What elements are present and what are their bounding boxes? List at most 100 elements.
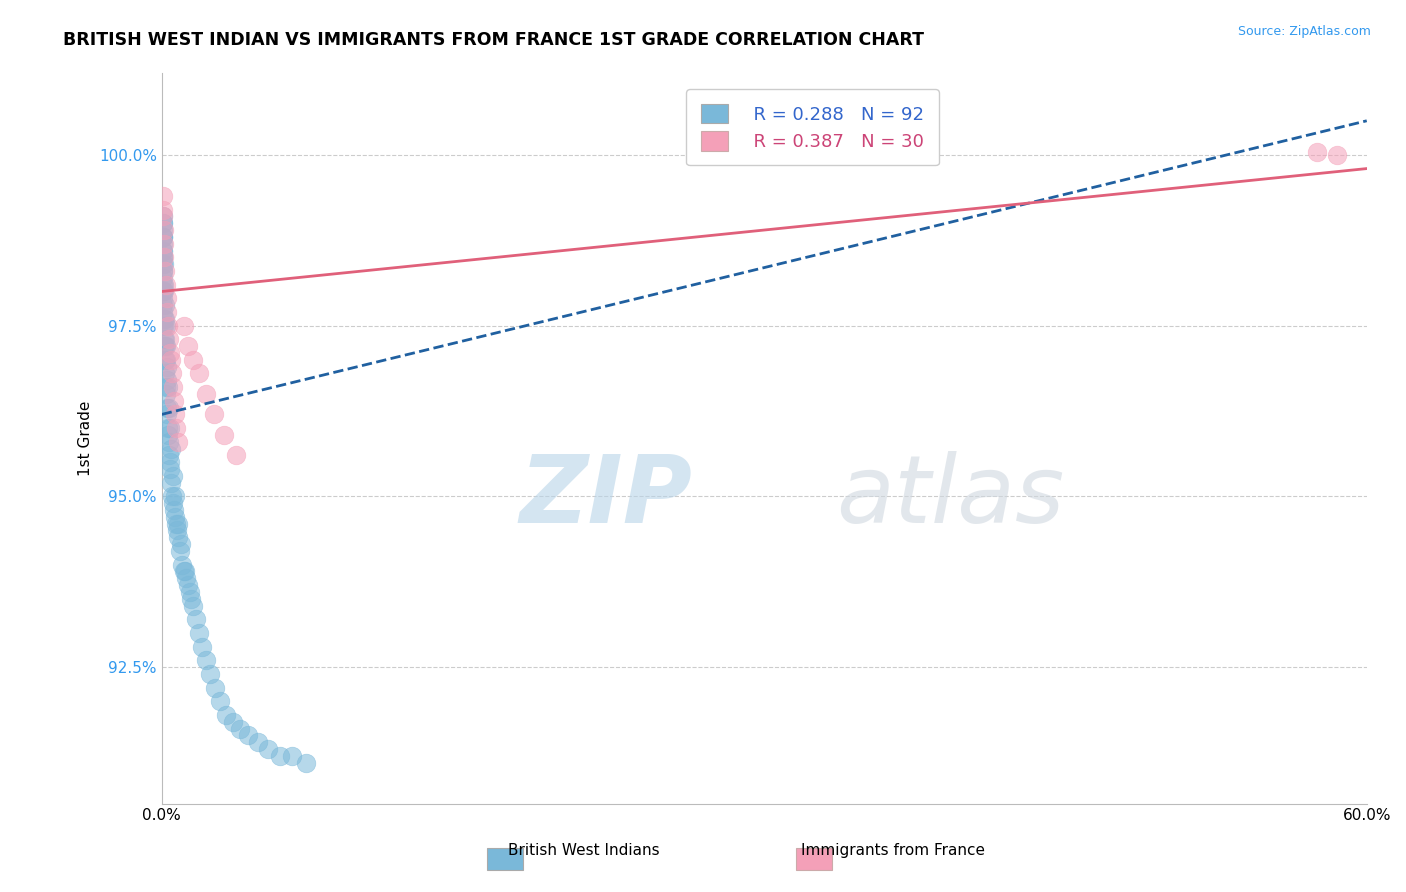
Text: British West Indians: British West Indians	[508, 843, 659, 858]
Point	[153, 332, 176, 346]
Point	[174, 571, 197, 585]
Point	[165, 516, 187, 531]
Point	[222, 714, 245, 729]
Point	[152, 264, 174, 278]
Point	[159, 455, 181, 469]
Text: BRITISH WEST INDIAN VS IMMIGRANTS FROM FRANCE 1ST GRADE CORRELATION CHART: BRITISH WEST INDIAN VS IMMIGRANTS FROM F…	[63, 31, 924, 49]
Point	[153, 311, 176, 326]
Point	[153, 257, 176, 271]
Point	[162, 380, 184, 394]
Point	[152, 189, 174, 203]
Point	[155, 318, 177, 333]
Point	[157, 318, 180, 333]
Point	[157, 434, 180, 449]
Point	[152, 216, 174, 230]
Point	[153, 352, 176, 367]
Point	[153, 277, 176, 292]
Y-axis label: 1st Grade: 1st Grade	[79, 401, 93, 476]
Point	[1326, 148, 1348, 162]
Point	[160, 442, 183, 456]
Point	[152, 332, 174, 346]
Point	[155, 291, 177, 305]
Point	[295, 756, 318, 770]
Point	[152, 291, 174, 305]
Point	[152, 230, 174, 244]
Point	[152, 285, 174, 299]
Point	[152, 210, 174, 224]
Point	[257, 742, 280, 756]
Point	[163, 408, 186, 422]
Point	[187, 626, 209, 640]
Point	[163, 393, 186, 408]
Point	[159, 421, 181, 435]
Point	[247, 735, 270, 749]
Point	[204, 681, 226, 695]
Point	[157, 332, 180, 346]
Point	[152, 210, 174, 224]
Point	[160, 489, 183, 503]
Point	[156, 421, 179, 435]
Text: Source: ZipAtlas.com: Source: ZipAtlas.com	[1237, 25, 1371, 38]
Point	[160, 367, 183, 381]
Point	[152, 251, 174, 265]
Point	[163, 509, 186, 524]
Point	[170, 558, 193, 572]
Point	[152, 230, 174, 244]
Point	[155, 339, 177, 353]
Point	[166, 530, 188, 544]
Point	[281, 748, 304, 763]
Point	[156, 408, 179, 422]
Point	[155, 367, 177, 381]
Legend:   R = 0.288   N = 92,   R = 0.387   N = 30: R = 0.288 N = 92, R = 0.387 N = 30	[686, 89, 939, 165]
Point	[173, 318, 195, 333]
Point	[180, 591, 202, 606]
Point	[165, 489, 187, 503]
Point	[202, 408, 225, 422]
Point	[156, 305, 179, 319]
Point	[153, 339, 176, 353]
Point	[173, 565, 195, 579]
Point	[156, 373, 179, 387]
Point	[163, 503, 186, 517]
Point	[152, 285, 174, 299]
Point	[152, 257, 174, 271]
Point	[212, 428, 235, 442]
Point	[152, 285, 174, 299]
Point	[187, 367, 209, 381]
Point	[155, 380, 177, 394]
Point	[181, 599, 204, 613]
Point	[152, 311, 174, 326]
Text: Immigrants from France: Immigrants from France	[801, 843, 984, 858]
Point	[181, 352, 204, 367]
Point	[177, 578, 200, 592]
Point	[157, 428, 180, 442]
Point	[156, 359, 179, 374]
Point	[152, 223, 174, 237]
Point	[152, 230, 174, 244]
Point	[152, 264, 174, 278]
Point	[153, 236, 176, 251]
Point	[179, 585, 201, 599]
Point	[153, 318, 176, 333]
Point	[152, 305, 174, 319]
Point	[156, 401, 179, 415]
Point	[153, 264, 176, 278]
Point	[156, 380, 179, 394]
Text: atlas: atlas	[837, 451, 1064, 542]
Point	[152, 298, 174, 312]
Point	[165, 421, 187, 435]
Point	[157, 401, 180, 415]
Point	[153, 251, 176, 265]
Point	[169, 544, 191, 558]
Point	[152, 223, 174, 237]
Point	[191, 640, 214, 654]
Point	[152, 202, 174, 217]
Point	[162, 496, 184, 510]
Bar	[486, 848, 523, 870]
Point	[166, 434, 188, 449]
Point	[153, 298, 176, 312]
Point	[159, 462, 181, 476]
Point	[155, 352, 177, 367]
Point	[166, 524, 188, 538]
Point	[159, 352, 181, 367]
